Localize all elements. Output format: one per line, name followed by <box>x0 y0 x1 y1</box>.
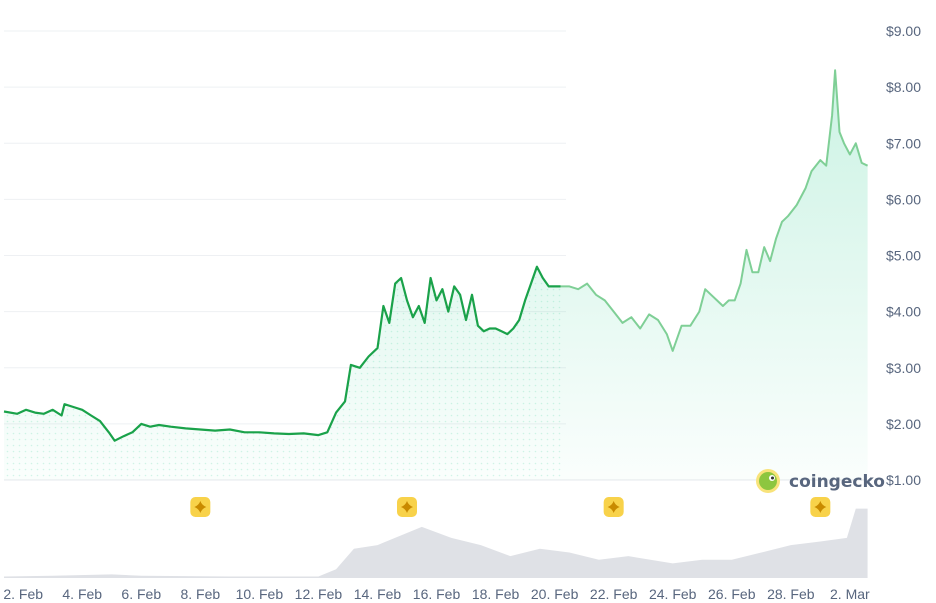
price-area-fill <box>4 70 868 481</box>
x-tick-label: 2. Mar <box>830 586 870 602</box>
x-tick-label: 14. Feb <box>354 586 402 602</box>
price-line <box>3 265 561 442</box>
x-tick-label: 22. Feb <box>590 586 638 602</box>
gecko-logo-icon <box>756 469 780 493</box>
y-tick-label: $9.00 <box>886 23 921 39</box>
x-tick-label: 24. Feb <box>649 586 697 602</box>
y-tick-label: $1.00 <box>886 472 921 488</box>
x-tick-label: 20. Feb <box>531 586 579 602</box>
x-tick-label: 10. Feb <box>236 586 284 602</box>
x-tick-label: 28. Feb <box>767 586 815 602</box>
event-marker-icon[interactable] <box>810 497 831 517</box>
x-tick-label: 18. Feb <box>472 586 520 602</box>
price-area-dots <box>4 266 561 480</box>
event-marker-icon[interactable] <box>603 497 624 517</box>
event-marker-icon[interactable] <box>190 497 211 517</box>
y-tick-label: $8.00 <box>886 79 921 95</box>
x-tick-label: 2. Feb <box>3 586 43 602</box>
x-tick-label: 6. Feb <box>121 586 161 602</box>
x-tick-label: 4. Feb <box>62 586 102 602</box>
event-marker-icon[interactable] <box>397 497 417 517</box>
price-area <box>4 70 868 481</box>
volume-shape <box>4 508 868 578</box>
y-tick-label: $2.00 <box>886 416 921 432</box>
x-tick-label: 26. Feb <box>708 586 756 602</box>
y-tick-label: $4.00 <box>886 304 921 320</box>
price-line-recent <box>560 69 869 352</box>
y-tick-label: $5.00 <box>886 248 921 264</box>
x-tick-label: 12. Feb <box>295 586 343 602</box>
x-axis: 2. Feb 4. Feb 6. Feb 8. Feb 10. Feb 12. Feb 14… <box>3 586 870 602</box>
y-axis: $9.00 $8.00 $7.00 $6.00 $5.00 $4.00 $3.00 $2.00… <box>886 23 921 488</box>
y-tick-label: $6.00 <box>886 191 921 207</box>
coingecko-wordmark: coingecko <box>789 472 885 492</box>
coingecko-branding: coingecko <box>756 469 885 493</box>
y-tick-label: $3.00 <box>886 360 921 376</box>
volume-area <box>4 508 868 578</box>
y-tick-label: $7.00 <box>886 135 921 151</box>
x-tick-label: 8. Feb <box>180 586 220 602</box>
x-tick-label: 16. Feb <box>413 586 461 602</box>
price-line-group <box>3 69 869 442</box>
event-markers <box>190 497 831 517</box>
